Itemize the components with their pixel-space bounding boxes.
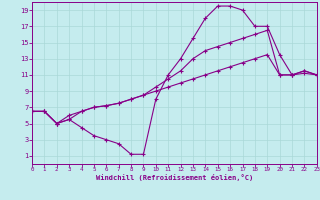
X-axis label: Windchill (Refroidissement éolien,°C): Windchill (Refroidissement éolien,°C) [96, 174, 253, 181]
